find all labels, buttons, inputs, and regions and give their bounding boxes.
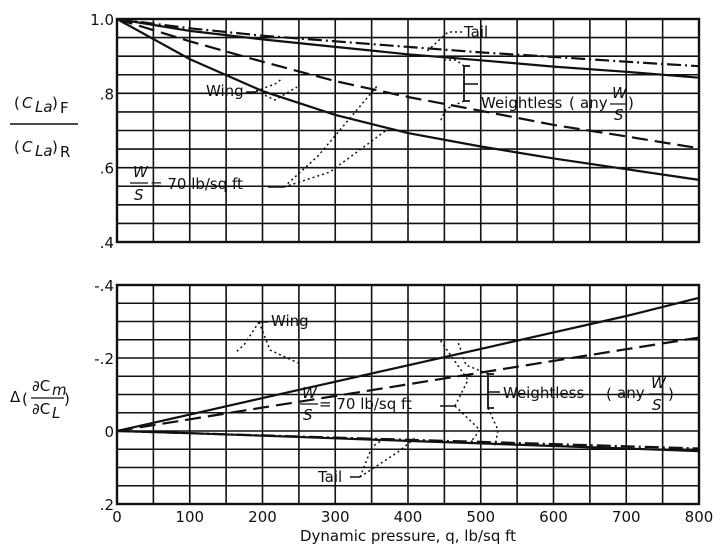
x-tick-label: 100 [175, 508, 204, 526]
ylabel-paren-close: ) [64, 390, 70, 408]
series-tail-weightless [116, 17, 700, 68]
bottom-annotations: Wing W S = 70 lb/sq ft Weightless ( any … [235, 312, 674, 486]
bottom-tail-leader-a [359, 437, 386, 478]
ylabel-num-la: La [35, 98, 53, 116]
x-tick-labels: 0 100 200 300 400 500 600 700 800 [112, 508, 713, 526]
y-tick-label: .2 [100, 496, 114, 514]
x-tick-label: 800 [685, 508, 714, 526]
x-tick-label: 700 [612, 508, 641, 526]
bottom-weightless-leader-b [487, 407, 499, 447]
series-wing [116, 296, 700, 433]
ylabel-num-c: C [22, 94, 33, 112]
bottom-wing-label: Wing [271, 312, 309, 330]
ylabel-dcm: ∂C [32, 377, 50, 395]
x-tick-label: 200 [248, 508, 277, 526]
top-y-tick-labels: 1.0 .8 .6 .4 [90, 11, 114, 252]
top-weightless-s: S [614, 106, 624, 124]
bottom-tail-label: Tail [317, 468, 342, 486]
bottom-tail-leader-b [359, 437, 416, 478]
top-wing-label: Wing [206, 82, 244, 100]
top-weightless-any: any [580, 94, 608, 112]
ylabel-num-paren-close: ) [52, 94, 58, 112]
y-tick-label: .4 [100, 234, 114, 252]
top-wing-leader-a [255, 77, 284, 92]
series-wing-weightless [116, 17, 700, 150]
bottom-panel-frame [115, 283, 701, 506]
ylabel-dcl: ∂C [32, 400, 50, 418]
y-tick-label: -.2 [94, 350, 114, 368]
bottom-w70-leader-b [454, 405, 482, 444]
top-w70-leader-b [283, 128, 389, 188]
y-tick-label: 0 [104, 423, 114, 441]
ylabel-paren-open: ( [22, 390, 28, 408]
x-tick-label: 300 [321, 508, 350, 526]
series-tail-weightless [116, 429, 700, 450]
top-tail-label: Tail [463, 23, 488, 41]
top-panel-grid [117, 19, 699, 242]
y-tick-label: .8 [100, 85, 114, 103]
top-y-axis-label: ( C La ) F ( C La ) R [10, 94, 78, 161]
ylabel-den-sub-r: R [60, 143, 70, 161]
bottom-weightless-leader-a [457, 341, 489, 375]
top-w-ratio-num: W [133, 163, 149, 181]
ylabel-den-paren-open: ( [14, 138, 20, 156]
x-tick-label: 600 [539, 508, 568, 526]
top-panel-frame [115, 17, 701, 244]
bottom-w70-leader-a [439, 339, 469, 407]
top-weightless-w: W [612, 84, 628, 102]
bottom-weightless-paren-open: ( [606, 385, 612, 403]
ylabel-den-la: La [35, 142, 53, 160]
x-tick-label: 0 [112, 508, 122, 526]
bottom-panel-grid [117, 285, 699, 504]
y-tick-label: -.4 [94, 277, 114, 295]
top-annotations: Tail Wing Weightless ( any W S ) W S = 7… [130, 23, 634, 204]
ylabel-m: m [52, 381, 67, 399]
bottom-y-axis-label: Δ ( ∂C m ∂C L ) [10, 377, 70, 422]
bottom-weightless-paren-close: ) [668, 385, 674, 403]
bottom-wing-leader-a [235, 321, 260, 353]
top-weightless-paren-close: ) [628, 94, 634, 112]
series-wing-weightless [116, 336, 700, 433]
x-tick-label: 400 [394, 508, 423, 526]
ylabel-den-paren-close: ) [52, 138, 58, 156]
bottom-w70-label: = 70 lb/sq ft [319, 395, 412, 413]
y-tick-label: 1.0 [90, 11, 114, 29]
ylabel-delta: Δ [10, 388, 21, 406]
top-weightless-leader-b [439, 100, 465, 123]
bottom-weightless-label: Weightless [503, 384, 584, 402]
top-w70-label: = 70 lb/sq ft [150, 175, 243, 193]
bottom-wing-leader-b [258, 321, 299, 364]
series-tail [116, 17, 700, 79]
top-w70-leader-a [283, 84, 379, 188]
top-weightless-label: Weightless [481, 94, 562, 112]
bottom-w-ratio-num: W [302, 384, 318, 402]
x-tick-label: 500 [466, 508, 495, 526]
x-axis-label: Dynamic pressure, q, lb/sq ft [300, 527, 516, 545]
bottom-w-ratio-den: S [303, 406, 313, 424]
top-wing-leader-b [255, 86, 298, 101]
ylabel-l: L [52, 404, 60, 422]
bottom-series [116, 296, 700, 453]
ylabel-num-sub-f: F [60, 99, 69, 117]
ylabel-den-c: C [22, 138, 33, 156]
bottom-weightless-w: W [651, 374, 667, 392]
bottom-weightless-s: S [652, 396, 662, 414]
top-weightless-leader-a [445, 59, 465, 67]
top-w-ratio-den: S [134, 186, 144, 204]
series-wing [116, 18, 700, 181]
top-series [116, 17, 700, 181]
top-weightless-paren-open: ( [569, 94, 575, 112]
bottom-y-tick-labels: -.4 -.2 0 .2 [94, 277, 114, 514]
bottom-weightless-any: any [617, 384, 645, 402]
y-tick-label: .6 [100, 160, 114, 178]
ylabel-num-paren-open: ( [14, 94, 20, 112]
bottom-weightless-bracket [487, 373, 494, 409]
